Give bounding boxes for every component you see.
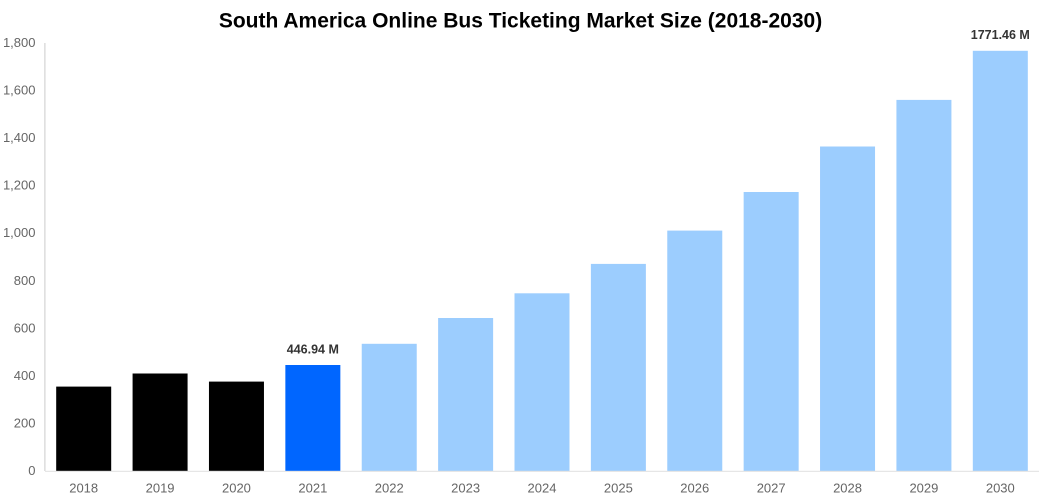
- svg-text:2026: 2026: [680, 481, 709, 496]
- svg-text:1,400: 1,400: [3, 130, 36, 145]
- svg-text:0: 0: [28, 463, 35, 478]
- svg-text:1,200: 1,200: [3, 178, 36, 193]
- svg-text:200: 200: [14, 415, 36, 430]
- svg-text:1,800: 1,800: [3, 35, 36, 50]
- svg-text:2018: 2018: [69, 481, 98, 496]
- svg-text:2023: 2023: [451, 481, 480, 496]
- svg-text:800: 800: [14, 273, 36, 288]
- svg-text:2030: 2030: [986, 481, 1015, 496]
- svg-text:2025: 2025: [604, 481, 633, 496]
- svg-text:2022: 2022: [375, 481, 404, 496]
- svg-text:2020: 2020: [222, 481, 251, 496]
- svg-text:2029: 2029: [909, 481, 938, 496]
- svg-text:1,000: 1,000: [3, 225, 36, 240]
- svg-text:400: 400: [14, 368, 36, 383]
- svg-text:1,600: 1,600: [3, 83, 36, 98]
- svg-text:600: 600: [14, 320, 36, 335]
- svg-text:2021: 2021: [298, 481, 327, 496]
- svg-text:2019: 2019: [146, 481, 175, 496]
- svg-text:2024: 2024: [528, 481, 557, 496]
- svg-text:2028: 2028: [833, 481, 862, 496]
- svg-text:446.94 M: 446.94 M: [287, 342, 339, 356]
- svg-text:2027: 2027: [757, 481, 786, 496]
- svg-text:1771.46 M: 1771.46 M: [971, 28, 1030, 42]
- svg-text:South America Online Bus Ticke: South America Online Bus Ticketing Marke…: [219, 10, 822, 33]
